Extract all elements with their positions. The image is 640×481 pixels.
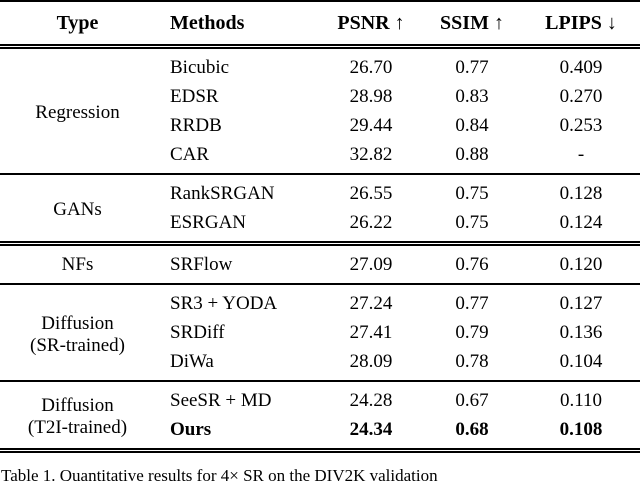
table-caption: Table 1. Quantitative results for 4× SR … bbox=[1, 466, 438, 481]
ssim-cell: 0.75 bbox=[422, 173, 522, 208]
table-header-row: Type Methods PSNR ↑ SSIM ↑ LPIPS ↓ bbox=[0, 1, 640, 49]
table-row: SRDiff 27.41 0.79 0.136 bbox=[0, 318, 640, 347]
psnr-cell: 27.41 bbox=[349, 321, 393, 343]
table-row: Diffusion (SR-trained) SR3 + YODA 27.24 … bbox=[0, 283, 640, 381]
psnr-cell: 26.70 bbox=[320, 44, 422, 82]
method-cell: Ours bbox=[170, 418, 212, 440]
ssim-cell: 0.68 bbox=[455, 418, 489, 440]
ssim-cell: 0.78 bbox=[455, 350, 489, 372]
section-diffusion-t2i: Diffusion (T2I-trained) SeeSR + MD 24.28… bbox=[0, 380, 640, 451]
col-header-psnr: PSNR ↑ bbox=[320, 1, 422, 49]
lpips-cell: 0.110 bbox=[522, 380, 640, 415]
ssim-cell: 0.88 bbox=[455, 143, 489, 165]
method-cell: SR3 + YODA bbox=[155, 283, 320, 318]
method-cell: EDSR bbox=[170, 85, 219, 107]
psnr-cell: 27.09 bbox=[320, 241, 422, 284]
type-cell: Diffusion (T2I-trained) bbox=[0, 380, 155, 451]
method-cell: RRDB bbox=[170, 114, 222, 136]
lpips-cell: 0.120 bbox=[522, 241, 640, 284]
col-header-type-label: Type bbox=[56, 11, 99, 34]
type-label: GANs bbox=[53, 199, 102, 221]
table-row: ESRGAN 26.22 0.75 0.124 bbox=[0, 208, 640, 244]
method-cell: SeeSR + MD bbox=[155, 380, 320, 415]
method-cell: CAR bbox=[170, 143, 210, 165]
col-header-lpips: LPIPS ↓ bbox=[522, 1, 640, 49]
lpips-cell: 0.128 bbox=[522, 173, 640, 208]
col-header-psnr-label: PSNR bbox=[337, 11, 390, 34]
psnr-cell: 28.09 bbox=[349, 350, 393, 372]
type-cell: GANs bbox=[0, 173, 155, 244]
ssim-cell: 0.75 bbox=[455, 211, 489, 233]
psnr-cell: 24.34 bbox=[349, 418, 393, 440]
type-cell: NFs bbox=[0, 241, 155, 284]
method-cell: Bicubic bbox=[155, 44, 320, 82]
lpips-cell: 0.253 bbox=[559, 114, 603, 136]
table-row-ours: Ours 24.34 0.68 0.108 bbox=[0, 415, 640, 451]
up-arrow-icon: ↑ bbox=[394, 11, 405, 34]
method-cell: SRDiff bbox=[170, 321, 225, 343]
section-regression: Regression Bicubic 26.70 0.77 0.409 EDSR… bbox=[0, 44, 640, 174]
type-label: Diffusion bbox=[41, 395, 114, 417]
type-label: Diffusion bbox=[41, 312, 114, 334]
ssim-cell: 0.76 bbox=[422, 241, 522, 284]
ssim-cell: 0.84 bbox=[455, 114, 489, 136]
down-arrow-icon: ↓ bbox=[606, 11, 617, 34]
section-gans: GANs RankSRGAN 26.55 0.75 0.128 ESRGAN 2… bbox=[0, 173, 640, 244]
method-cell: DiWa bbox=[170, 350, 214, 372]
type-label: NFs bbox=[61, 253, 94, 275]
type-label: Regression bbox=[35, 102, 120, 124]
method-cell: SRFlow bbox=[155, 241, 320, 284]
table-row: CAR 32.82 0.88 - bbox=[0, 140, 640, 174]
col-header-lpips-label: LPIPS bbox=[545, 11, 602, 34]
ssim-cell: 0.79 bbox=[455, 321, 489, 343]
lpips-cell: 0.127 bbox=[522, 283, 640, 318]
ssim-cell: 0.77 bbox=[422, 44, 522, 82]
col-header-type: Type bbox=[0, 1, 155, 49]
method-cell: ESRGAN bbox=[170, 211, 247, 233]
col-header-methods: Methods bbox=[155, 1, 320, 49]
table-row: NFs SRFlow 27.09 0.76 0.120 bbox=[0, 241, 640, 284]
lpips-cell: 0.104 bbox=[559, 350, 603, 372]
table-row: RRDB 29.44 0.84 0.253 bbox=[0, 111, 640, 140]
col-header-ssim-label: SSIM bbox=[440, 11, 489, 34]
section-diffusion-sr: Diffusion (SR-trained) SR3 + YODA 27.24 … bbox=[0, 283, 640, 381]
up-arrow-icon: ↑ bbox=[493, 11, 504, 34]
type-cell: Diffusion (SR-trained) bbox=[0, 283, 155, 381]
table-row: EDSR 28.98 0.83 0.270 bbox=[0, 82, 640, 111]
type-label-line2: (T2I-trained) bbox=[27, 417, 128, 438]
method-cell: RankSRGAN bbox=[155, 173, 320, 208]
psnr-cell: 29.44 bbox=[349, 114, 393, 136]
ssim-cell: 0.67 bbox=[422, 380, 522, 415]
col-header-ssim: SSIM ↑ bbox=[422, 1, 522, 49]
lpips-cell: 0.124 bbox=[559, 211, 603, 233]
col-header-methods-label: Methods bbox=[170, 11, 245, 34]
psnr-cell: 26.22 bbox=[349, 211, 393, 233]
table-row: Regression Bicubic 26.70 0.77 0.409 bbox=[0, 44, 640, 174]
lpips-cell: 0.136 bbox=[559, 321, 603, 343]
ssim-cell: 0.77 bbox=[422, 283, 522, 318]
type-cell: Regression bbox=[0, 44, 155, 174]
psnr-cell: 26.55 bbox=[320, 173, 422, 208]
lpips-cell: 0.108 bbox=[559, 418, 603, 440]
ssim-cell: 0.83 bbox=[455, 85, 489, 107]
psnr-cell: 28.98 bbox=[349, 85, 393, 107]
section-nfs: NFs SRFlow 27.09 0.76 0.120 bbox=[0, 241, 640, 284]
results-table: Type Methods PSNR ↑ SSIM ↑ LPIPS ↓ Regressi… bbox=[0, 0, 640, 453]
lpips-cell: 0.409 bbox=[522, 44, 640, 82]
psnr-cell: 32.82 bbox=[349, 143, 393, 165]
table-row: GANs RankSRGAN 26.55 0.75 0.128 bbox=[0, 173, 640, 244]
psnr-cell: 24.28 bbox=[320, 380, 422, 415]
lpips-cell: 0.270 bbox=[559, 85, 603, 107]
table-row: Diffusion (T2I-trained) SeeSR + MD 24.28… bbox=[0, 380, 640, 451]
lpips-cell: - bbox=[577, 143, 585, 165]
table-row: DiWa 28.09 0.78 0.104 bbox=[0, 347, 640, 381]
type-label-line2: (SR-trained) bbox=[30, 334, 125, 356]
psnr-cell: 27.24 bbox=[320, 283, 422, 318]
